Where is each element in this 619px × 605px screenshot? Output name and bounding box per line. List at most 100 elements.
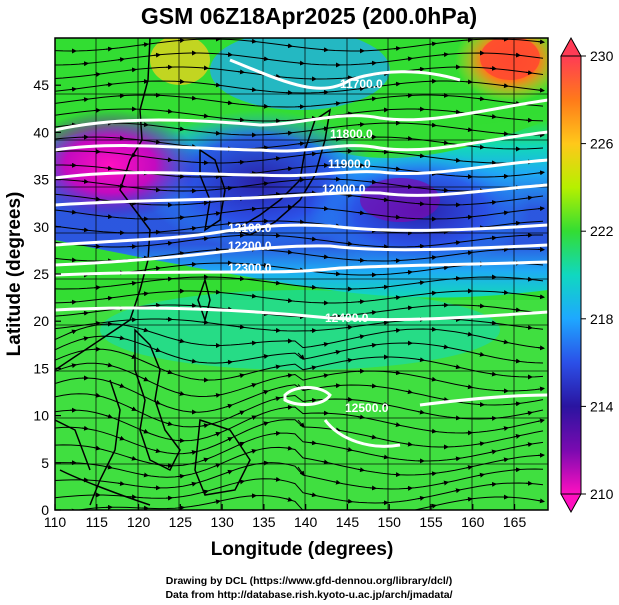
wind-arrow xyxy=(501,290,509,295)
wind-arrow xyxy=(453,415,461,421)
x-axis-ticks: 110 115 120 125 130 135 140 145 150 155 160 165 xyxy=(44,504,526,530)
wind-arrow xyxy=(117,335,125,341)
wind-arrow xyxy=(213,499,221,505)
wind-arrow xyxy=(201,457,209,463)
wind-arrow xyxy=(309,236,317,242)
wind-arrow xyxy=(441,52,449,58)
wind-arrow xyxy=(309,365,317,371)
wind-arrow xyxy=(322,514,328,515)
wind-arrow xyxy=(417,495,425,501)
x-tick-label: 145 xyxy=(336,514,360,530)
wind-arrow xyxy=(261,389,269,395)
wind-arrow xyxy=(393,46,401,51)
wind-arrow xyxy=(81,336,89,342)
colorbar-tick-label: 230 xyxy=(590,48,614,64)
wind-arrow xyxy=(93,445,101,451)
wind-arrow xyxy=(177,391,185,396)
wind-arrow xyxy=(369,60,377,66)
wind-arrow xyxy=(105,295,113,301)
wind-arrow xyxy=(453,488,461,494)
wind-arrow xyxy=(429,290,437,296)
wind-arrow xyxy=(189,225,197,231)
wind-arrow xyxy=(453,109,461,115)
wind-arrow xyxy=(453,364,461,370)
wind-arrow xyxy=(225,469,233,475)
wind-arrow xyxy=(117,383,125,388)
wind-arrow xyxy=(309,440,317,446)
streamline xyxy=(55,406,544,442)
wind-arrow xyxy=(465,331,473,337)
wind-arrow xyxy=(537,87,545,93)
wind-arrow xyxy=(489,65,497,71)
streamline xyxy=(55,290,544,304)
contour-labels: 11700.0 11800.0 11900.0 12000.0 12100.0 … xyxy=(228,77,389,415)
wind-arrow xyxy=(465,384,473,390)
streamline xyxy=(55,206,544,220)
map-title: GSM 06Z18Apr2025 (200.0hPa) xyxy=(141,3,477,29)
wind-arrow xyxy=(165,108,173,114)
wind-arrow xyxy=(285,445,293,451)
colorbar-tick-label: 214 xyxy=(590,398,614,414)
wind-arrow xyxy=(345,446,353,452)
wind-arrow xyxy=(441,265,449,271)
wind-arrow xyxy=(525,442,533,448)
wind-arrow xyxy=(405,389,413,395)
wind-arrow xyxy=(537,418,545,424)
wind-arrow xyxy=(537,345,545,351)
y-tick-label: 45 xyxy=(33,77,49,93)
wind-arrow xyxy=(429,122,437,128)
streamline xyxy=(55,462,544,490)
wind-arrow xyxy=(489,114,497,119)
wind-arrow xyxy=(441,397,449,402)
wind-arrow xyxy=(393,422,401,427)
wind-arrow xyxy=(297,60,305,66)
wind-arrow xyxy=(237,373,245,379)
wind-arrow xyxy=(513,358,521,364)
wind-arrow xyxy=(321,254,329,260)
colorbar-tick-label: 218 xyxy=(590,311,614,327)
wind-arrow xyxy=(381,454,389,460)
wind-arrow xyxy=(417,357,425,363)
wind-arrow xyxy=(153,347,161,353)
x-tick-label: 135 xyxy=(252,514,276,530)
wind-arrow xyxy=(249,206,257,212)
height-contours xyxy=(55,58,548,448)
wind-arrow xyxy=(501,339,509,345)
y-tick-label: 30 xyxy=(33,219,49,235)
wind-arrow xyxy=(417,153,425,159)
svg-text:11700.0: 11700.0 xyxy=(340,77,383,91)
wind-arrow xyxy=(477,351,485,357)
y-tick-label: 35 xyxy=(33,172,49,188)
wind-arrow xyxy=(237,479,245,485)
wind-arrow xyxy=(189,358,197,364)
wind-arrow xyxy=(381,320,389,326)
wind-arrow xyxy=(465,496,473,502)
wind-arrow xyxy=(537,39,545,45)
svg-text:12500.0: 12500.0 xyxy=(345,401,389,415)
wind-arrow xyxy=(357,467,365,473)
y-tick-label: 0 xyxy=(41,502,49,518)
y-tick-label: 20 xyxy=(33,313,49,329)
wind-arrow xyxy=(261,262,269,268)
wind-arrow xyxy=(309,151,317,157)
wind-arrow xyxy=(321,459,329,465)
wind-arrow xyxy=(165,157,173,163)
wind-arrow xyxy=(225,403,233,409)
wind-arrow xyxy=(177,505,185,510)
wind-arrow xyxy=(393,166,401,172)
y-tick-label: 15 xyxy=(33,360,49,376)
wind-arrow xyxy=(501,457,509,463)
wind-arrow xyxy=(489,481,497,487)
wind-arrow xyxy=(201,319,209,325)
wind-arrow xyxy=(69,209,77,215)
wind-arrow xyxy=(489,235,497,241)
wind-arrow xyxy=(357,414,365,420)
wind-arrow xyxy=(405,305,413,311)
y-tick-label: 25 xyxy=(33,266,49,282)
wind-arrow xyxy=(393,370,401,376)
colorbar-gradient xyxy=(560,55,582,495)
wind-arrow xyxy=(81,227,89,233)
wind-arrow xyxy=(177,338,185,344)
wind-arrow xyxy=(117,435,125,441)
wind-arrow xyxy=(81,178,89,184)
